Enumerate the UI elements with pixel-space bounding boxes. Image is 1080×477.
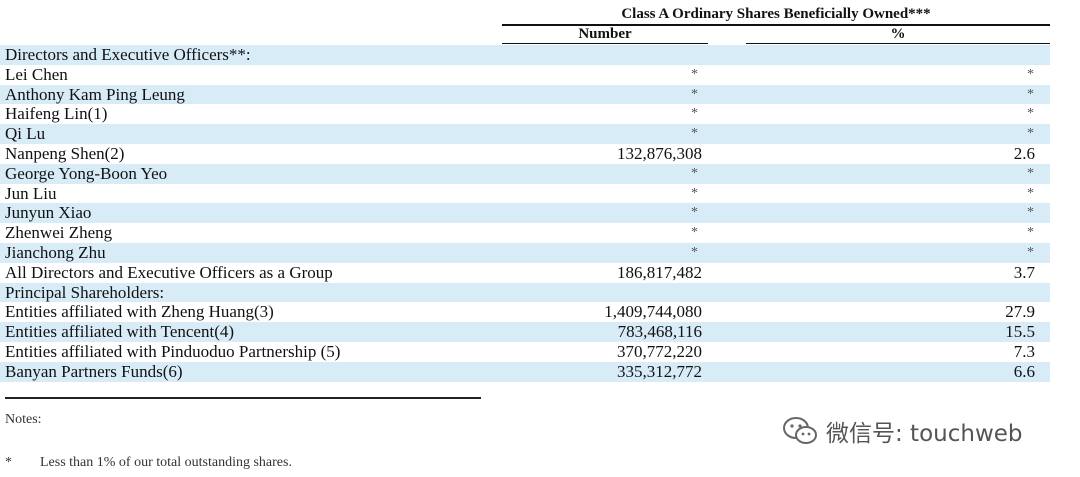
row-number: * — [691, 165, 698, 181]
table-row: Banyan Partners Funds(6) 335,312,772 6.6 — [0, 361, 1050, 382]
row-number: 370,772,220 — [617, 341, 702, 361]
row-percent: * — [1027, 205, 1034, 221]
table-row: Haifeng Lin(1) * * — [0, 104, 1050, 124]
row-name: Zhenwei Zheng — [5, 223, 113, 243]
row-percent: * — [1027, 165, 1034, 181]
column-header-number: Number — [502, 25, 708, 44]
row-name: Nanpeng Shen(2) — [5, 143, 125, 163]
table-row: Entities affiliated with Tencent(4) 783,4… — [0, 322, 1050, 342]
row-name: Entities affiliated with Tencent(4) — [5, 322, 235, 342]
table-row: Junyun Xiao * * — [0, 203, 1050, 224]
row-percent: 15.5 — [1005, 322, 1035, 342]
row-percent: 3.7 — [1013, 262, 1035, 282]
row-name: Jianchong Zhu — [5, 242, 106, 262]
row-number: 783,468,116 — [617, 322, 702, 342]
notes-label: Notes: — [5, 412, 42, 427]
row-percent: * — [1027, 106, 1034, 122]
column-header-percent: % — [746, 25, 1050, 44]
table-row: Anthony Kam Ping Leung * * — [0, 84, 1050, 105]
row-percent: 27.9 — [1005, 302, 1035, 322]
footnote: * Less than 1% of our total outstanding s… — [5, 455, 292, 471]
row-percent: * — [1027, 225, 1034, 241]
table-row: Zhenwei Zheng * * — [0, 223, 1050, 243]
table-row: Directors and Executive Officers**: — [0, 45, 1050, 65]
row-percent: 2.6 — [1013, 143, 1035, 163]
row-number: * — [691, 66, 698, 82]
row-name: Anthony Kam Ping Leung — [5, 84, 185, 104]
row-number: * — [691, 244, 698, 260]
table-row: Principal Shareholders: — [0, 282, 1050, 303]
table-row: Qi Lu * * — [0, 124, 1050, 144]
row-percent: 6.6 — [1013, 361, 1035, 381]
row-number: 132,876,308 — [617, 143, 702, 163]
row-name: Haifeng Lin(1) — [5, 104, 108, 124]
row-percent: 7.3 — [1013, 341, 1035, 361]
table-row: Nanpeng Shen(2) 132,876,308 2.6 — [0, 144, 1050, 164]
row-number: 335,312,772 — [617, 361, 702, 381]
notes-divider — [5, 397, 481, 399]
row-number: * — [691, 225, 698, 241]
row-name: Entities affiliated with Zheng Huang(3) — [5, 302, 274, 322]
row-number: 1,409,744,080 — [604, 302, 702, 322]
row-number: * — [691, 126, 698, 142]
watermark-text: 微信号: touchweb — [826, 421, 1023, 447]
row-number: * — [691, 86, 698, 102]
row-name: Qi Lu — [5, 124, 46, 144]
row-name: Banyan Partners Funds(6) — [5, 361, 183, 381]
table-row: Lei Chen * * — [0, 65, 1050, 85]
footnote-mark: * — [5, 455, 12, 470]
table-row: Entities affiliated with Pinduoduo Partn… — [0, 342, 1050, 362]
table-row: Entities affiliated with Zheng Huang(3) 1… — [0, 302, 1050, 322]
row-name: George Yong-Boon Yeo — [5, 163, 168, 183]
wechat-icon — [783, 417, 817, 444]
row-percent: * — [1027, 126, 1034, 142]
ownership-table: Directors and Executive Officers**: Lei C… — [0, 45, 1050, 382]
table-row: George Yong-Boon Yeo * * — [0, 163, 1050, 184]
row-name: Directors and Executive Officers**: — [5, 45, 251, 64]
table-header-title: Class A Ordinary Shares Beneficially Own… — [502, 4, 1050, 26]
table-row: Jun Liu * * — [0, 184, 1050, 204]
row-number: * — [691, 106, 698, 122]
row-name: Principal Shareholders: — [5, 282, 165, 302]
footnote-text: Less than 1% of our total outstanding sh… — [40, 455, 292, 470]
table-row: Jianchong Zhu * * — [0, 242, 1050, 263]
row-percent: * — [1027, 86, 1034, 102]
row-number: * — [691, 185, 698, 201]
row-name: All Directors and Executive Officers as … — [5, 262, 333, 282]
table-row: All Directors and Executive Officers as … — [0, 263, 1050, 283]
row-percent: * — [1027, 185, 1034, 201]
row-number: 186,817,482 — [617, 262, 702, 282]
row-number: * — [691, 205, 698, 221]
row-name: Lei Chen — [5, 64, 68, 84]
row-percent: * — [1027, 66, 1034, 82]
watermark: 微信号: touchweb — [782, 416, 1023, 447]
row-name: Jun Liu — [5, 183, 57, 203]
row-name: Junyun Xiao — [5, 203, 92, 223]
row-percent: * — [1027, 244, 1034, 260]
row-name: Entities affiliated with Pinduoduo Partn… — [5, 341, 341, 361]
